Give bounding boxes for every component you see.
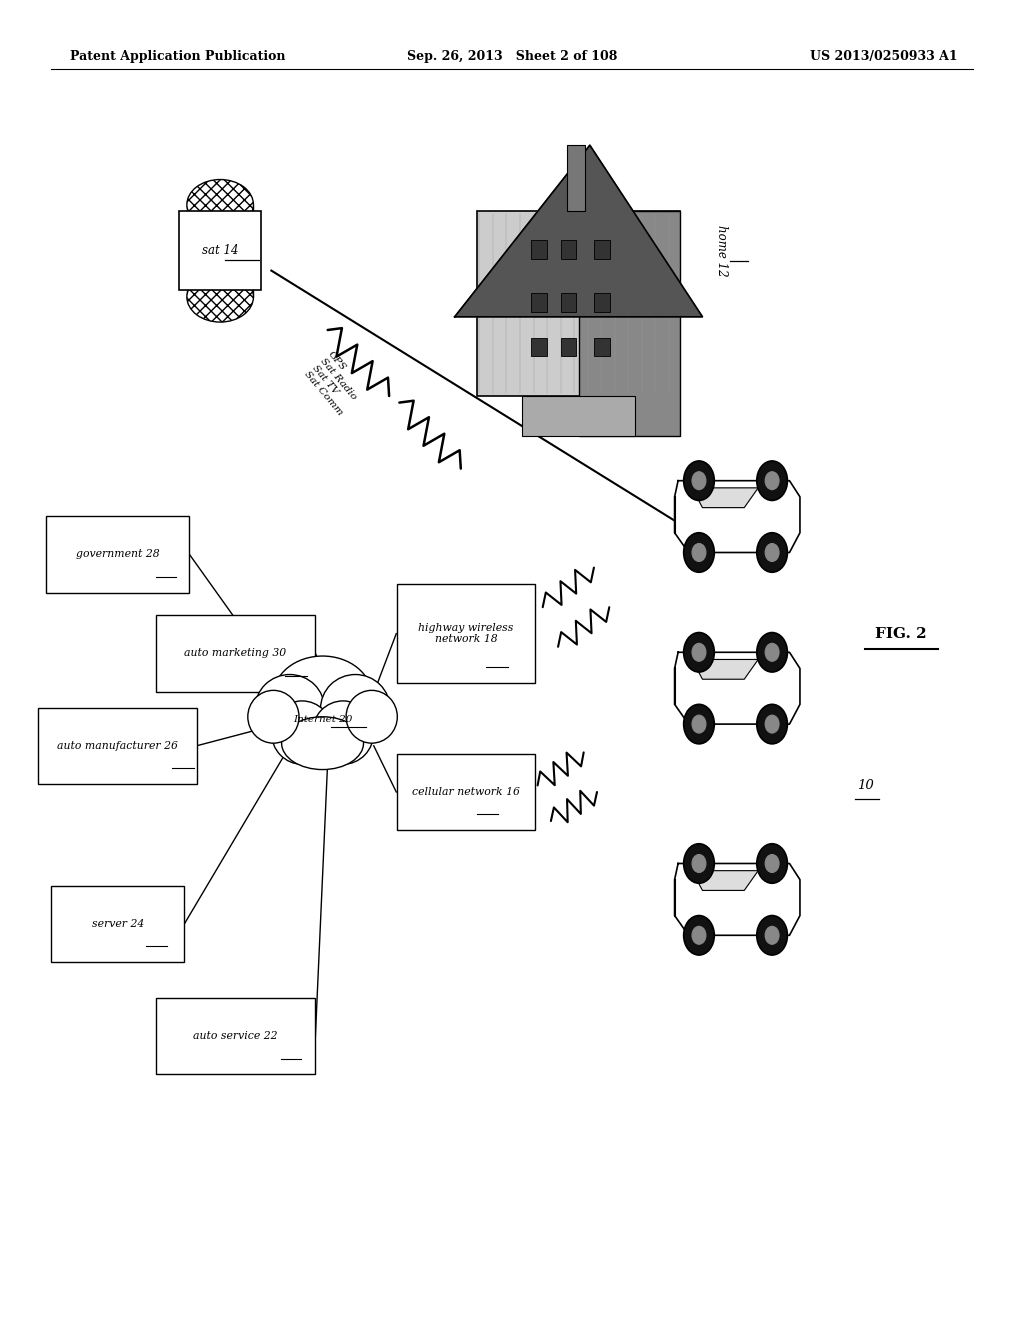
FancyBboxPatch shape bbox=[594, 240, 610, 259]
FancyBboxPatch shape bbox=[560, 293, 577, 312]
Polygon shape bbox=[692, 488, 758, 508]
Circle shape bbox=[765, 544, 779, 561]
Circle shape bbox=[757, 705, 787, 744]
Circle shape bbox=[757, 916, 787, 956]
Circle shape bbox=[692, 643, 706, 661]
FancyBboxPatch shape bbox=[179, 211, 261, 290]
Ellipse shape bbox=[273, 656, 372, 735]
Ellipse shape bbox=[248, 690, 299, 743]
Text: FIG. 2: FIG. 2 bbox=[876, 627, 927, 640]
FancyBboxPatch shape bbox=[567, 145, 586, 211]
FancyBboxPatch shape bbox=[594, 338, 610, 356]
FancyBboxPatch shape bbox=[594, 293, 610, 312]
FancyBboxPatch shape bbox=[51, 886, 184, 962]
Circle shape bbox=[684, 533, 715, 573]
FancyBboxPatch shape bbox=[531, 240, 547, 259]
Ellipse shape bbox=[186, 180, 254, 230]
FancyBboxPatch shape bbox=[157, 998, 315, 1074]
FancyBboxPatch shape bbox=[522, 396, 635, 436]
FancyBboxPatch shape bbox=[397, 583, 535, 682]
Text: home 12: home 12 bbox=[716, 224, 728, 277]
Text: auto manufacturer 26: auto manufacturer 26 bbox=[57, 741, 178, 751]
Text: US 2013/0250933 A1: US 2013/0250933 A1 bbox=[810, 50, 957, 63]
Circle shape bbox=[765, 927, 779, 944]
FancyBboxPatch shape bbox=[560, 338, 577, 356]
Polygon shape bbox=[675, 863, 800, 936]
Polygon shape bbox=[692, 871, 758, 891]
FancyBboxPatch shape bbox=[186, 205, 254, 244]
Circle shape bbox=[684, 843, 715, 883]
Circle shape bbox=[692, 927, 706, 944]
FancyBboxPatch shape bbox=[531, 338, 547, 356]
Polygon shape bbox=[675, 480, 800, 553]
Text: Patent Application Publication: Patent Application Publication bbox=[70, 50, 285, 63]
Circle shape bbox=[692, 715, 706, 733]
FancyBboxPatch shape bbox=[39, 708, 197, 784]
Circle shape bbox=[684, 916, 715, 956]
Circle shape bbox=[765, 715, 779, 733]
Ellipse shape bbox=[312, 701, 374, 764]
Circle shape bbox=[765, 854, 779, 873]
Text: Sep. 26, 2013   Sheet 2 of 108: Sep. 26, 2013 Sheet 2 of 108 bbox=[407, 50, 617, 63]
Polygon shape bbox=[692, 660, 758, 680]
Text: auto service 22: auto service 22 bbox=[194, 1031, 278, 1041]
Ellipse shape bbox=[321, 675, 390, 743]
FancyBboxPatch shape bbox=[397, 754, 535, 830]
Polygon shape bbox=[455, 145, 702, 317]
Text: GPS
Sat Radio
Sat TV
Sat Comm: GPS Sat Radio Sat TV Sat Comm bbox=[302, 350, 368, 417]
Text: server 24: server 24 bbox=[91, 919, 144, 929]
Circle shape bbox=[765, 471, 779, 490]
Circle shape bbox=[757, 632, 787, 672]
Circle shape bbox=[692, 471, 706, 490]
FancyBboxPatch shape bbox=[46, 516, 189, 593]
Text: Internet 20: Internet 20 bbox=[293, 715, 352, 723]
FancyBboxPatch shape bbox=[579, 211, 680, 436]
Ellipse shape bbox=[282, 717, 364, 770]
Polygon shape bbox=[675, 652, 800, 725]
Circle shape bbox=[692, 544, 706, 561]
Text: sat 14: sat 14 bbox=[202, 244, 239, 257]
Circle shape bbox=[757, 843, 787, 883]
Circle shape bbox=[684, 632, 715, 672]
Text: 10: 10 bbox=[857, 779, 873, 792]
Text: government 28: government 28 bbox=[76, 549, 160, 560]
FancyBboxPatch shape bbox=[560, 240, 577, 259]
Circle shape bbox=[684, 705, 715, 744]
Ellipse shape bbox=[346, 690, 397, 743]
Text: auto marketing 30: auto marketing 30 bbox=[184, 648, 287, 659]
Text: highway wireless
network 18: highway wireless network 18 bbox=[418, 623, 514, 644]
Circle shape bbox=[757, 461, 787, 500]
Ellipse shape bbox=[255, 675, 325, 743]
FancyBboxPatch shape bbox=[186, 257, 254, 297]
Ellipse shape bbox=[271, 701, 333, 764]
Circle shape bbox=[757, 533, 787, 573]
Text: cellular network 16: cellular network 16 bbox=[412, 787, 520, 797]
Circle shape bbox=[765, 643, 779, 661]
FancyBboxPatch shape bbox=[157, 615, 315, 692]
FancyBboxPatch shape bbox=[531, 293, 547, 312]
Circle shape bbox=[692, 854, 706, 873]
FancyBboxPatch shape bbox=[477, 211, 680, 396]
Circle shape bbox=[684, 461, 715, 500]
Ellipse shape bbox=[186, 272, 254, 322]
